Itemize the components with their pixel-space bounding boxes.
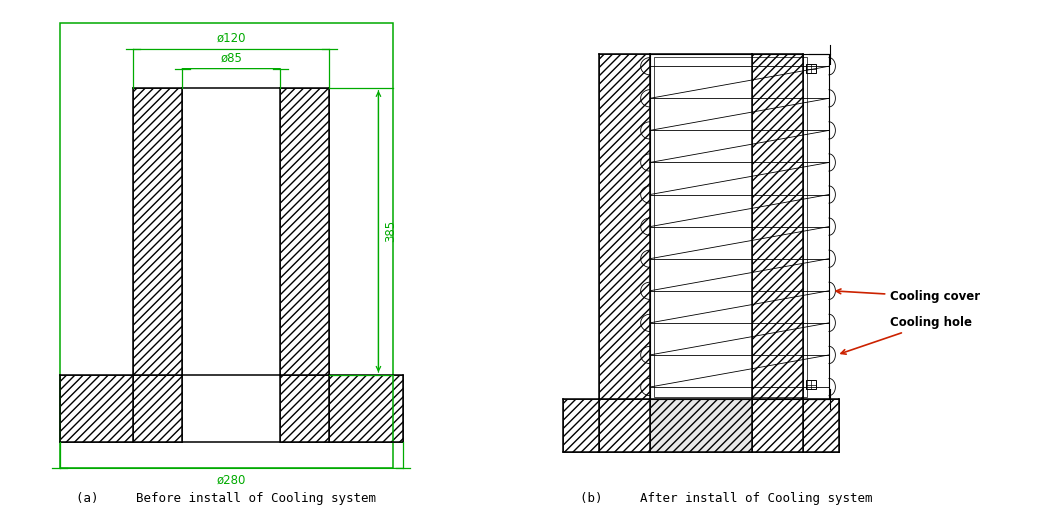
Bar (599, 399, 649, 452)
Bar (60, 23, 394, 469)
Bar (752, 399, 804, 452)
Bar (804, 399, 839, 452)
Text: 385: 385 (384, 220, 398, 243)
Text: ø280: ø280 (216, 473, 246, 486)
Bar (60, 375, 134, 442)
Bar (806, 380, 815, 389)
Bar (649, 54, 829, 399)
Bar (280, 375, 330, 442)
Bar (134, 88, 183, 375)
Bar (599, 54, 649, 399)
Text: Cooling hole: Cooling hole (841, 316, 972, 354)
Text: ø85: ø85 (220, 52, 242, 65)
Text: Cooling cover: Cooling cover (836, 289, 980, 303)
Text: (b)     After install of Cooling system: (b) After install of Cooling system (580, 493, 873, 505)
Bar (649, 399, 752, 452)
Bar (134, 375, 183, 442)
Bar (654, 57, 807, 397)
Bar (280, 88, 330, 375)
Text: ø120: ø120 (216, 32, 246, 45)
Bar (563, 399, 599, 452)
Bar (330, 375, 403, 442)
Text: (a)     Before install of Cooling system: (a) Before install of Cooling system (76, 493, 376, 505)
Bar (752, 54, 804, 399)
Bar (806, 64, 815, 73)
